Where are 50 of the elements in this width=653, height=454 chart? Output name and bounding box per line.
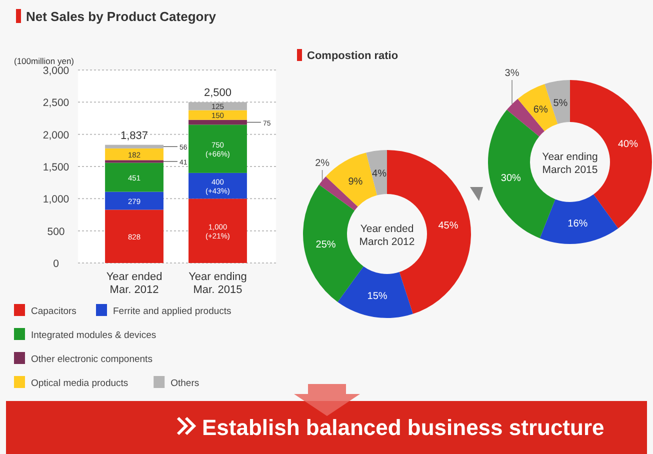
text: Establish balanced business structure	[202, 415, 604, 440]
data-label: 25%	[316, 240, 336, 251]
legend-label: Other electronic components	[31, 354, 153, 365]
text: Year ending March 2015	[542, 151, 598, 176]
donut-slice	[366, 150, 387, 196]
legend-label: Optical media products	[31, 378, 128, 389]
bar	[105, 148, 164, 160]
legend-label: Ferrite and applied products	[113, 306, 232, 317]
total-label: 2,500	[204, 87, 232, 100]
y-axis-title: (100million yen)	[14, 56, 74, 66]
data-label: 3%	[504, 68, 520, 79]
legend-label: Others	[170, 378, 200, 389]
y-tick-label: 1,000	[42, 194, 70, 206]
x-tick-label: Year ended Mar. 2012	[106, 271, 162, 296]
bar	[105, 160, 164, 163]
y-tick-label: 3,000	[42, 65, 70, 77]
bar	[105, 192, 164, 210]
data-label: 30%	[500, 173, 522, 184]
bar	[188, 198, 247, 263]
text: Year ended March 2012	[359, 223, 415, 248]
bar	[188, 172, 247, 199]
donut-slice	[540, 194, 618, 244]
data-label: 2%	[315, 158, 330, 169]
data-label: 5%	[553, 98, 568, 109]
y-tick-label: 2,500	[42, 97, 70, 110]
data-label: 6%	[533, 104, 548, 116]
data-label: 45%	[438, 220, 458, 232]
data-label: 16%	[568, 218, 588, 230]
y-tick-label: 1,500	[42, 162, 70, 174]
bar	[188, 110, 247, 120]
legend-label: Integrated modules & devices	[31, 330, 156, 341]
data-label: 4%	[372, 168, 387, 180]
bar	[188, 124, 247, 173]
donut-slice	[387, 150, 471, 314]
x-tick-label: Year ending Mar. 2015	[188, 271, 247, 296]
bar	[105, 210, 164, 263]
y-tick-label: 500	[47, 226, 65, 238]
text: Compostion ratio	[307, 50, 398, 62]
bar	[105, 162, 164, 192]
bar	[105, 144, 164, 148]
total-label: 1,837	[120, 130, 148, 142]
chart-title: Net Sales by Product Category	[26, 9, 217, 24]
data-label: 15%	[367, 291, 388, 302]
donut-slice	[338, 266, 413, 318]
data-label: 9%	[348, 176, 363, 188]
data-label: 40%	[618, 139, 638, 150]
legend-label: Capacitors	[31, 306, 77, 317]
y-tick-label: 0	[53, 258, 60, 270]
y-tick-label: 2,000	[42, 129, 70, 142]
bar	[188, 120, 247, 125]
